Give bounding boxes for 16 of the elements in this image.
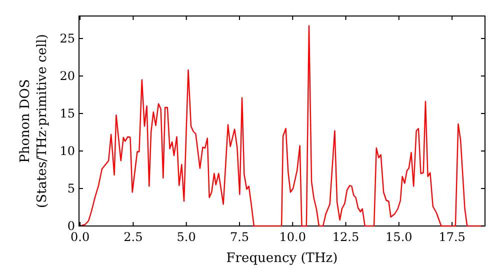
y-tick-label: 5 (67, 182, 75, 196)
y-tick-label: 0 (67, 219, 75, 233)
y-tick-label: 25 (60, 32, 75, 46)
x-tick-label: 7.5 (230, 230, 250, 244)
x-tick-label: 5.0 (176, 230, 196, 244)
x-tick-label: 2.5 (124, 230, 143, 244)
x-tick-label: 10.0 (279, 230, 306, 244)
x-axis-title: Frequency (THz) (226, 251, 338, 266)
x-tick-label: 0.0 (70, 230, 90, 244)
x-tick-label: 15.0 (386, 230, 412, 244)
y-tick-label: 10 (60, 144, 75, 158)
y-tick-label: 20 (60, 69, 75, 83)
x-tick-label: 17.5 (438, 230, 466, 244)
y-tick-label: 15 (60, 106, 75, 120)
x-tick-label: 12.5 (332, 230, 360, 244)
y-axis-title: Phonon DOS (States/THz·primitive cell) (18, 34, 50, 208)
